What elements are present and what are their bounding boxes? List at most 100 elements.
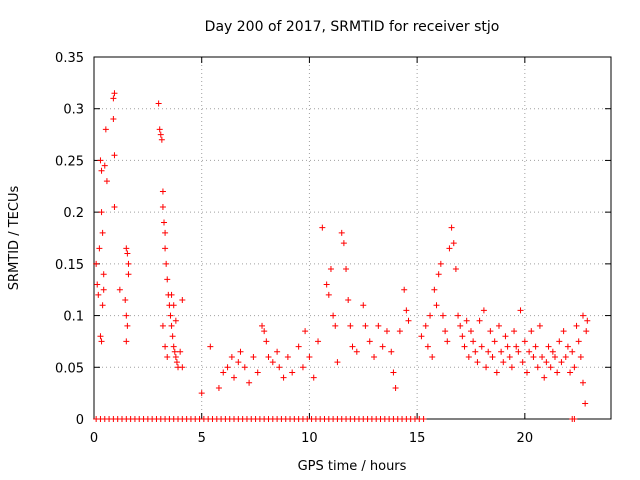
data-point [340,240,347,247]
data-point [170,302,177,309]
data-point [388,348,395,355]
data-point [163,260,170,267]
data-point [511,328,518,335]
data-point [583,328,590,335]
data-point [478,343,485,350]
data-point [155,100,162,107]
data-point [498,348,505,355]
data-point [179,297,186,304]
data-point [345,297,352,304]
data-point [159,322,166,329]
data-point [558,359,565,366]
data-point [444,338,451,345]
data-point [461,343,468,350]
data-point [101,162,108,169]
data-point [526,348,533,355]
data-point [487,328,494,335]
data-point [551,353,558,360]
data-point [446,245,453,252]
data-point [97,333,104,340]
data-point [280,374,287,381]
data-point [338,229,345,236]
data-point [265,353,272,360]
data-point [231,374,238,381]
data-point [319,224,326,231]
data-point [99,302,106,309]
y-tick-label: 0.2 [63,206,84,221]
data-point [429,353,436,360]
data-point [418,333,425,340]
data-point [375,322,382,329]
data-point [523,369,530,376]
data-point [545,343,552,350]
data-point [502,333,509,340]
data-point [116,286,123,293]
y-tick-label: 0.1 [63,310,84,325]
data-point [276,364,283,371]
data-point [111,90,118,97]
data-point [259,322,266,329]
data-point [310,374,317,381]
data-point [366,338,373,345]
y-axis-label: SRMTID / TECUs [7,186,22,291]
data-point [95,291,102,298]
data-point [224,364,231,371]
data-point [164,276,171,283]
data-point [439,312,446,319]
plot-frame [93,56,612,420]
data-point [111,152,118,159]
data-point [569,348,576,355]
data-point [125,260,132,267]
data-point [541,374,548,381]
data-point [489,353,496,360]
data-point [564,343,571,350]
data-point [536,322,543,329]
data-point [562,353,569,360]
data-point [315,338,322,345]
data-point [220,369,227,376]
y-tick-label: 0.25 [55,154,84,169]
data-point [472,348,479,355]
data-point [567,369,574,376]
data-point [261,328,268,335]
data-point [325,291,332,298]
data-point [362,322,369,329]
data-point [470,338,477,345]
data-point [299,364,306,371]
data-point [571,364,578,371]
data-point [424,343,431,350]
data-point [269,359,276,366]
data-point [431,286,438,293]
data-point [94,281,101,288]
data-point [207,343,214,350]
data-point [241,364,248,371]
data-point [528,328,535,335]
data-point [161,219,168,226]
data-point [123,312,130,319]
data-point [215,384,222,391]
data-point [467,328,474,335]
data-point [353,348,360,355]
data-point [171,348,178,355]
data-point [123,245,130,252]
data-point [539,353,546,360]
data-point [579,379,586,386]
data-point [250,353,257,360]
data-point [98,338,105,345]
data-point [98,167,105,174]
data-point [508,364,515,371]
data-point [513,343,520,350]
data-point [295,343,302,350]
data-point [433,302,440,309]
data-point [274,348,281,355]
data-point [534,364,541,371]
data-point [122,297,129,304]
data-point [506,353,513,360]
data-point [371,353,378,360]
data-point [102,126,109,133]
data-point [349,343,356,350]
x-tick-label: 20 [517,431,534,446]
data-point [571,416,578,422]
y-axis: 0 0.05 0.1 0.15 0.2 0.25 0.3 0.35 [55,51,611,428]
